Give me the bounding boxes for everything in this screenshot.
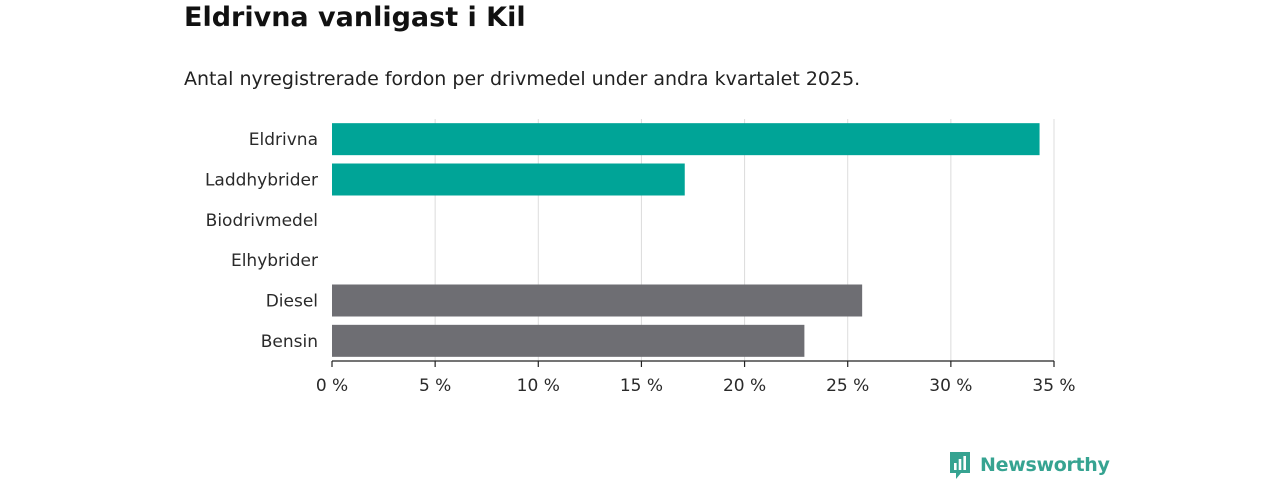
x-tick-label: 30 % (929, 376, 972, 396)
bar-diesel (332, 284, 863, 317)
x-tick-label: 20 % (723, 376, 766, 396)
bar-bensin (332, 324, 805, 357)
x-tick-label: 0 % (316, 376, 348, 396)
bar-laddhybrider (332, 163, 685, 196)
chart-title: Eldrivna vanligast i Kil (184, 2, 526, 33)
bar-chart-logo-icon (950, 452, 970, 479)
category-label: Diesel (266, 292, 318, 312)
x-tick-label: 35 % (1032, 376, 1075, 396)
x-tick-label: 5 % (419, 376, 451, 396)
x-tick-label: 25 % (826, 376, 869, 396)
category-label: Laddhybrider (205, 171, 318, 191)
brand-logo: Newsworthy (948, 450, 1110, 480)
x-tick-label: 10 % (517, 376, 560, 396)
x-tick-label: 15 % (620, 376, 663, 396)
category-label: Eldrivna (249, 130, 318, 150)
category-label: Biodrivmedel (206, 211, 318, 231)
category-label: Bensin (261, 332, 318, 352)
chart-subtitle: Antal nyregistrerade fordon per drivmede… (184, 68, 861, 90)
bar-eldrivna (332, 123, 1040, 156)
brand-name: Newsworthy (980, 454, 1110, 476)
category-label: Elhybrider (231, 251, 318, 271)
